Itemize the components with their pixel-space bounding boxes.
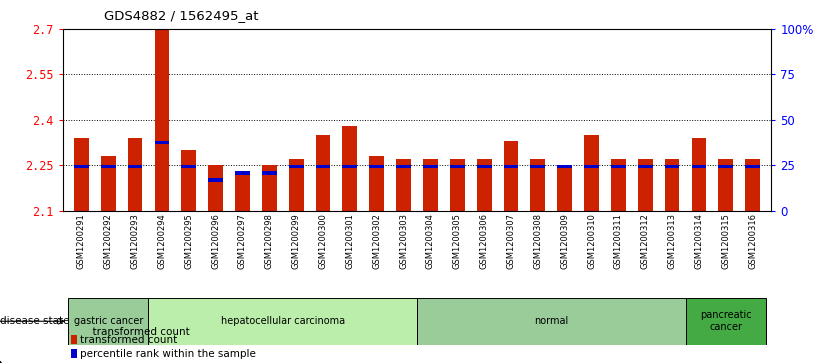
Bar [208, 165, 223, 211]
Bar [417, 298, 686, 345]
Bar [504, 165, 519, 168]
Bar [584, 165, 599, 168]
Bar [665, 159, 680, 211]
Text: pancreatic
cancer: pancreatic cancer [700, 310, 751, 332]
Bar [369, 156, 384, 211]
Bar [68, 298, 148, 345]
Bar [423, 159, 438, 211]
Bar [638, 159, 653, 211]
Text: transformed count: transformed count [86, 327, 189, 337]
Bar [530, 159, 545, 211]
Bar [450, 159, 465, 211]
Bar [477, 159, 491, 211]
Bar [396, 165, 411, 168]
Bar [154, 29, 169, 211]
Bar [557, 165, 572, 168]
Bar [686, 298, 766, 345]
Bar [691, 165, 706, 168]
Bar [343, 165, 357, 168]
Text: percentile rank within the sample: percentile rank within the sample [80, 349, 255, 359]
Bar [557, 165, 572, 211]
Bar [718, 159, 733, 211]
Bar [181, 165, 196, 168]
Bar [691, 138, 706, 211]
Bar [315, 165, 330, 168]
Bar [74, 165, 88, 168]
Text: disease state: disease state [0, 316, 69, 326]
Text: hepatocellular carcinoma: hepatocellular carcinoma [221, 316, 344, 326]
Bar [530, 165, 545, 168]
Text: transformed count: transformed count [80, 335, 177, 345]
Bar [71, 349, 78, 358]
Bar [235, 171, 250, 175]
Bar [128, 165, 143, 168]
Bar [450, 165, 465, 168]
Bar [746, 159, 760, 211]
Bar [665, 165, 680, 168]
Bar [504, 141, 519, 211]
Bar [101, 165, 116, 168]
Bar [638, 165, 653, 168]
Bar [289, 165, 304, 168]
Bar [611, 159, 626, 211]
Bar [718, 165, 733, 168]
Bar [289, 159, 304, 211]
Bar [262, 165, 277, 211]
Text: gastric cancer: gastric cancer [73, 316, 143, 326]
Bar [235, 174, 250, 211]
Bar [262, 171, 277, 175]
Bar [101, 156, 116, 211]
Bar [396, 159, 411, 211]
Bar [584, 135, 599, 211]
Bar [181, 150, 196, 211]
Text: normal: normal [534, 316, 569, 326]
Bar [611, 165, 626, 168]
Bar [154, 140, 169, 144]
Bar [74, 138, 88, 211]
Bar [71, 335, 78, 344]
Bar [369, 165, 384, 168]
Bar [148, 298, 417, 345]
Bar [208, 179, 223, 182]
Text: GDS4882 / 1562495_at: GDS4882 / 1562495_at [104, 9, 259, 22]
Bar [128, 138, 143, 211]
Bar [477, 165, 491, 168]
Bar [746, 165, 760, 168]
Bar [423, 165, 438, 168]
Bar [315, 135, 330, 211]
Bar [343, 126, 357, 211]
